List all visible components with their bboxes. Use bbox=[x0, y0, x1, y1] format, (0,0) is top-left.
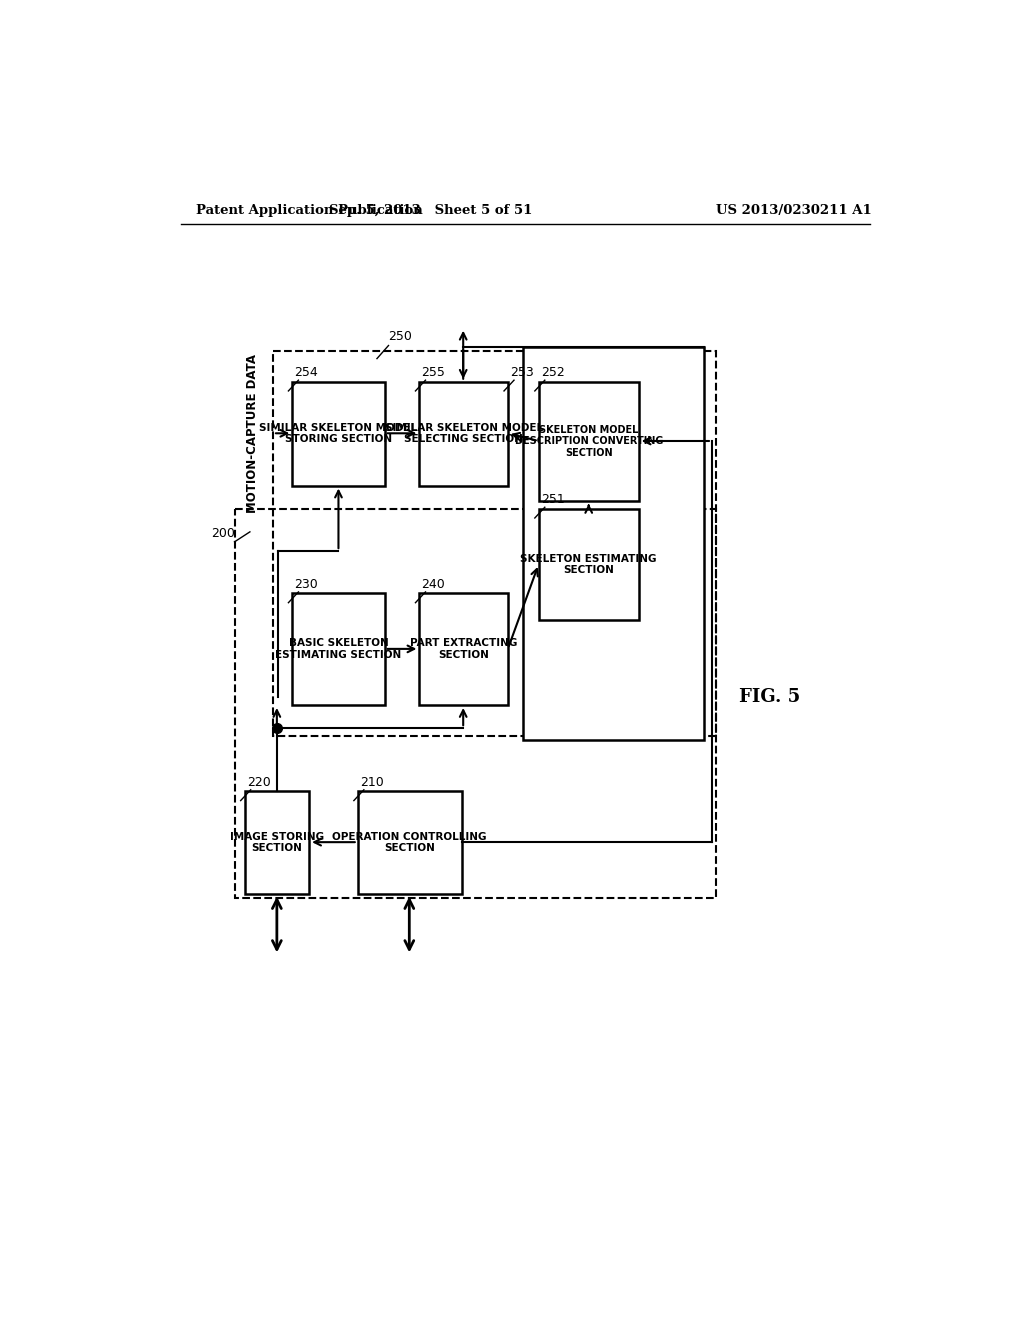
Text: US 2013/0230211 A1: US 2013/0230211 A1 bbox=[716, 205, 871, 218]
Text: SKELETON MODEL
DESCRIPTION CONVERTING
SECTION: SKELETON MODEL DESCRIPTION CONVERTING SE… bbox=[514, 425, 663, 458]
Bar bbox=[245, 792, 309, 894]
Text: SIMILAR SKELETON MODEL
STORING SECTION: SIMILAR SKELETON MODEL STORING SECTION bbox=[259, 422, 418, 445]
Bar bbox=[539, 508, 639, 620]
Text: 255: 255 bbox=[422, 367, 445, 379]
Text: PART EXTRACTING
SECTION: PART EXTRACTING SECTION bbox=[410, 639, 517, 660]
Bar bbox=[539, 381, 639, 502]
Bar bbox=[523, 347, 705, 739]
Text: 252: 252 bbox=[541, 367, 564, 379]
Text: SIMILAR SKELETON MODEL
SELECTING SECTION: SIMILAR SKELETON MODEL SELECTING SECTION bbox=[385, 422, 543, 445]
Text: FIG. 5: FIG. 5 bbox=[739, 689, 801, 706]
Bar bbox=[273, 351, 716, 737]
Text: BASIC SKELETON
ESTIMATING SECTION: BASIC SKELETON ESTIMATING SECTION bbox=[275, 639, 401, 660]
Text: 200: 200 bbox=[211, 527, 234, 540]
Text: Patent Application Publication: Patent Application Publication bbox=[196, 205, 423, 218]
Text: 230: 230 bbox=[295, 578, 318, 591]
Bar bbox=[419, 594, 508, 705]
Text: OPERATION CONTROLLING
SECTION: OPERATION CONTROLLING SECTION bbox=[333, 832, 487, 853]
Bar bbox=[292, 381, 385, 486]
Text: Sep. 5, 2013   Sheet 5 of 51: Sep. 5, 2013 Sheet 5 of 51 bbox=[329, 205, 532, 218]
Bar bbox=[357, 792, 462, 894]
Text: 253: 253 bbox=[510, 367, 534, 379]
Text: 254: 254 bbox=[295, 367, 318, 379]
Text: SKELETON ESTIMATING
SECTION: SKELETON ESTIMATING SECTION bbox=[520, 554, 657, 576]
Text: IMAGE STORING
SECTION: IMAGE STORING SECTION bbox=[229, 832, 324, 853]
Bar bbox=[234, 508, 716, 898]
Text: 251: 251 bbox=[541, 494, 564, 507]
Text: 250: 250 bbox=[388, 330, 413, 343]
Text: 240: 240 bbox=[422, 578, 445, 591]
Bar bbox=[419, 381, 508, 486]
Bar bbox=[292, 594, 385, 705]
Text: 210: 210 bbox=[360, 776, 384, 789]
Text: 220: 220 bbox=[247, 776, 270, 789]
Text: MOTION-CAPTURE DATA: MOTION-CAPTURE DATA bbox=[246, 354, 259, 513]
